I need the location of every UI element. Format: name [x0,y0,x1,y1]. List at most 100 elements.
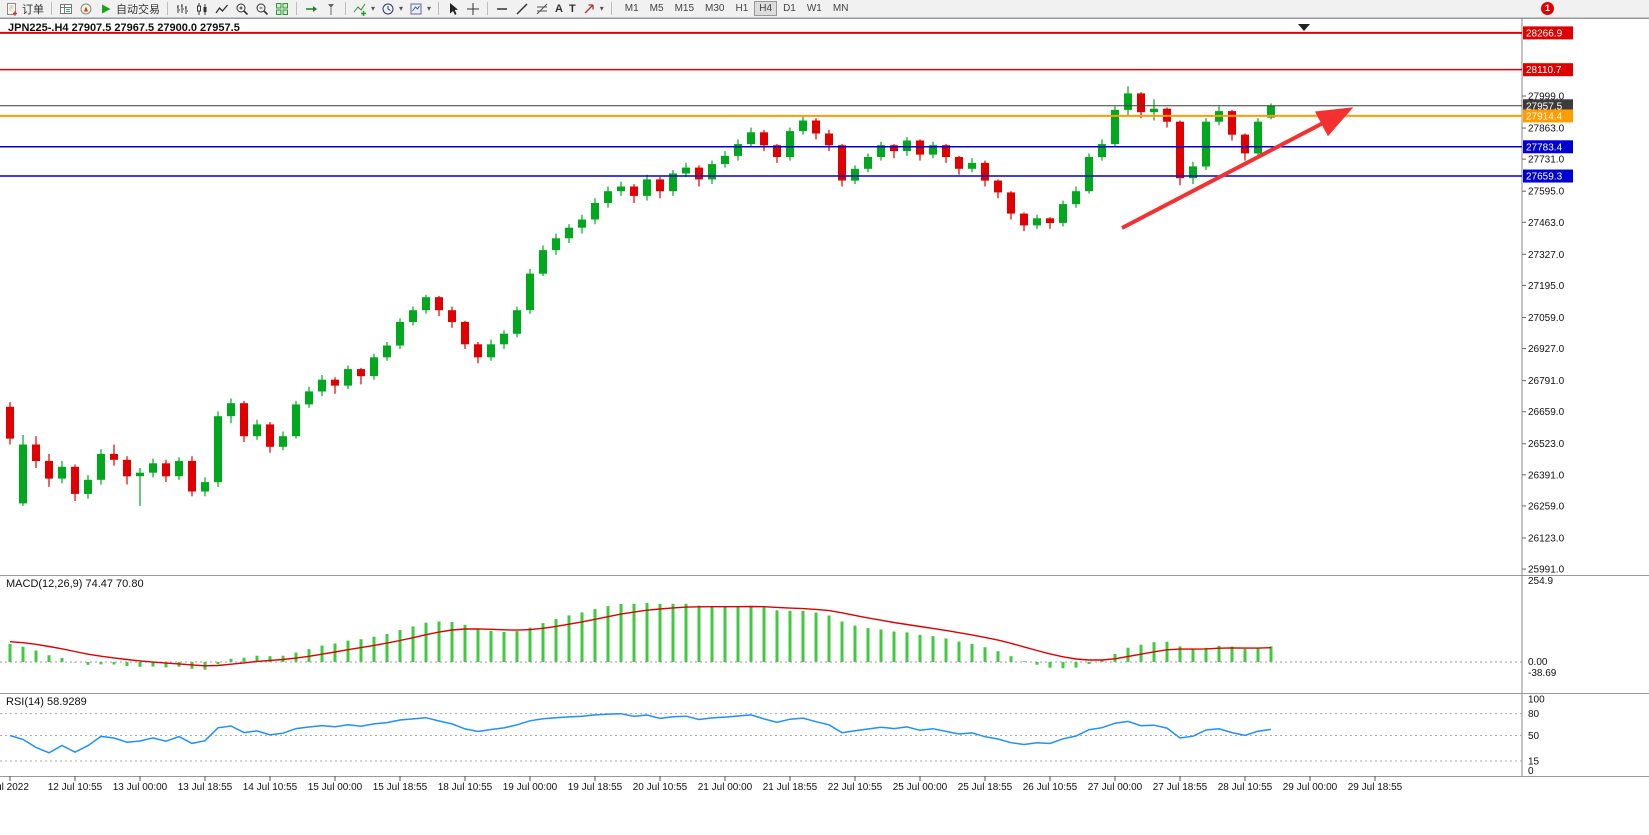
svg-text:27463.0: 27463.0 [1528,218,1565,229]
svg-text:50: 50 [1528,731,1540,742]
fibonacci-button[interactable] [532,1,552,17]
svg-text:27863.0: 27863.0 [1528,124,1565,135]
new-order-button[interactable]: 订单 [2,1,47,17]
svg-text:26791.0: 26791.0 [1528,376,1565,387]
timeframe-button-h1[interactable]: H1 [730,1,753,16]
svg-text:18 Jul 10:55: 18 Jul 10:55 [438,782,493,793]
new-order-label: 订单 [22,3,44,16]
toolbar-separator [487,2,489,15]
chart-shift-button[interactable] [321,1,341,17]
chart-window: 28266.9 28110.7 27957.5 27914.4 27783.4 27659… [0,18,1649,835]
svg-text:14 Jul 10:55: 14 Jul 10:55 [243,782,298,793]
timeframe-button-h4[interactable]: H4 [754,1,778,16]
svg-text:26123.0: 26123.0 [1528,533,1565,544]
svg-text:29 Jul 18:55: 29 Jul 18:55 [1348,782,1403,793]
dropdown-caret: ▾ [599,4,604,13]
svg-text:21 Jul 18:55: 21 Jul 18:55 [763,782,818,793]
dropdown-caret: ▾ [371,4,376,13]
zoom-out-icon [256,3,269,15]
timeframe-button-m15[interactable]: M15 [670,1,699,16]
arrows-tool-button[interactable]: ▾ [579,1,607,17]
zoom-in-button[interactable] [232,1,252,17]
navigator-button[interactable] [76,1,96,17]
horizontal-line-button[interactable] [492,1,512,17]
bar-chart-button[interactable] [172,1,192,17]
label-tool-label: T [569,2,576,15]
trendline-button[interactable] [512,1,532,17]
market-watch-button[interactable] [56,1,76,17]
svg-text:27 Jul 00:00: 27 Jul 00:00 [1088,782,1143,793]
svg-text:13 Jul 00:00: 13 Jul 00:00 [113,782,168,793]
rsi-layer: 100 80 50 150 [0,695,1545,777]
svg-text:Jul 2022: Jul 2022 [0,782,29,793]
horizontal-line-icon [497,7,508,10]
hlines-layer[interactable] [0,31,1522,177]
svg-text:27783.4: 27783.4 [1526,142,1563,153]
svg-text:28110.7: 28110.7 [1526,65,1562,76]
crosshair-button[interactable] [463,1,483,17]
macd-layer: 254.9 0.00-38.69 [0,576,1557,679]
svg-text:100: 100 [1528,695,1545,706]
bar-chart-icon [177,3,188,14]
label-tool-button[interactable]: T [566,1,579,17]
timeframe-toolbar: M1 M5 M15 M30 H1 H4 D1 W1 MN [620,1,854,16]
periods-icon [382,3,394,14]
time-axis[interactable]: Jul 2022 12 Jul 10:55 13 Jul 00:00 13 Jul 1… [0,776,1403,793]
svg-text:80: 80 [1528,709,1540,720]
toolbar-separator [610,2,612,15]
svg-text:26259.0: 26259.0 [1528,501,1565,512]
timeframe-button-d1[interactable]: D1 [778,1,801,16]
notification-badge[interactable]: 1 [1541,2,1554,15]
arrows-tool-icon [584,3,594,13]
svg-text:25 Jul 00:00: 25 Jul 00:00 [893,782,948,793]
text-tool-label: A [555,2,563,15]
svg-text:27 Jul 18:55: 27 Jul 18:55 [1153,782,1208,793]
cursor-button[interactable] [443,1,463,17]
timeframe-button-m30[interactable]: M30 [700,1,729,16]
periods-button[interactable]: ▾ [378,1,406,17]
zoom-out-button[interactable] [252,1,272,17]
toolbar-separator [296,2,297,15]
svg-text:22 Jul 10:55: 22 Jul 10:55 [828,782,883,793]
candlestick-chart-button[interactable] [192,1,212,17]
timeframe-button-mn[interactable]: MN [828,1,854,16]
dropdown-caret: ▾ [427,4,432,13]
fibonacci-icon [536,3,548,14]
timeframe-button-w1[interactable]: W1 [802,1,827,16]
svg-text:20 Jul 10:55: 20 Jul 10:55 [633,782,688,793]
cursor-icon [450,2,459,15]
auto-trading-button[interactable]: 自动交易 [96,1,163,17]
annotation-layer[interactable] [1121,107,1354,230]
indicators-add-button[interactable]: ▾ [350,1,378,17]
svg-text:26523.0: 26523.0 [1528,439,1565,450]
svg-text:26659.0: 26659.0 [1528,407,1565,418]
svg-text:26391.0: 26391.0 [1528,470,1565,481]
chart-shift-icon [328,3,334,15]
text-tool-button[interactable]: A [552,1,566,17]
market-watch-icon [60,3,72,14]
svg-text:19 Jul 00:00: 19 Jul 00:00 [503,782,558,793]
toolbar-separator [51,2,52,15]
timeframe-button-m5[interactable]: M5 [645,1,669,16]
svg-text:27731.0: 27731.0 [1528,155,1565,166]
line-chart-icon [215,4,228,13]
svg-text:29 Jul 00:00: 29 Jul 00:00 [1283,782,1338,793]
svg-text:27327.0: 27327.0 [1528,250,1565,261]
svg-text:15 Jul 18:55: 15 Jul 18:55 [373,782,428,793]
chart-title: JPN225-.H4 27907.5 27967.5 27900.0 27957… [8,22,240,34]
auto-trading-icon [102,4,111,13]
line-chart-button[interactable] [212,1,232,17]
svg-text:0.00: 0.00 [1528,657,1548,668]
tile-windows-button[interactable] [272,1,292,17]
svg-text:27914.4: 27914.4 [1526,111,1563,122]
toolbar-separator [438,2,440,15]
templates-button[interactable]: ▾ [406,1,434,17]
svg-text:27999.0: 27999.0 [1528,92,1565,103]
toolbar-separator [345,2,346,15]
candles-layer [6,86,1275,506]
timeframe-button-m1[interactable]: M1 [620,1,644,16]
auto-scroll-button[interactable] [301,1,321,17]
navigator-icon [80,3,92,14]
